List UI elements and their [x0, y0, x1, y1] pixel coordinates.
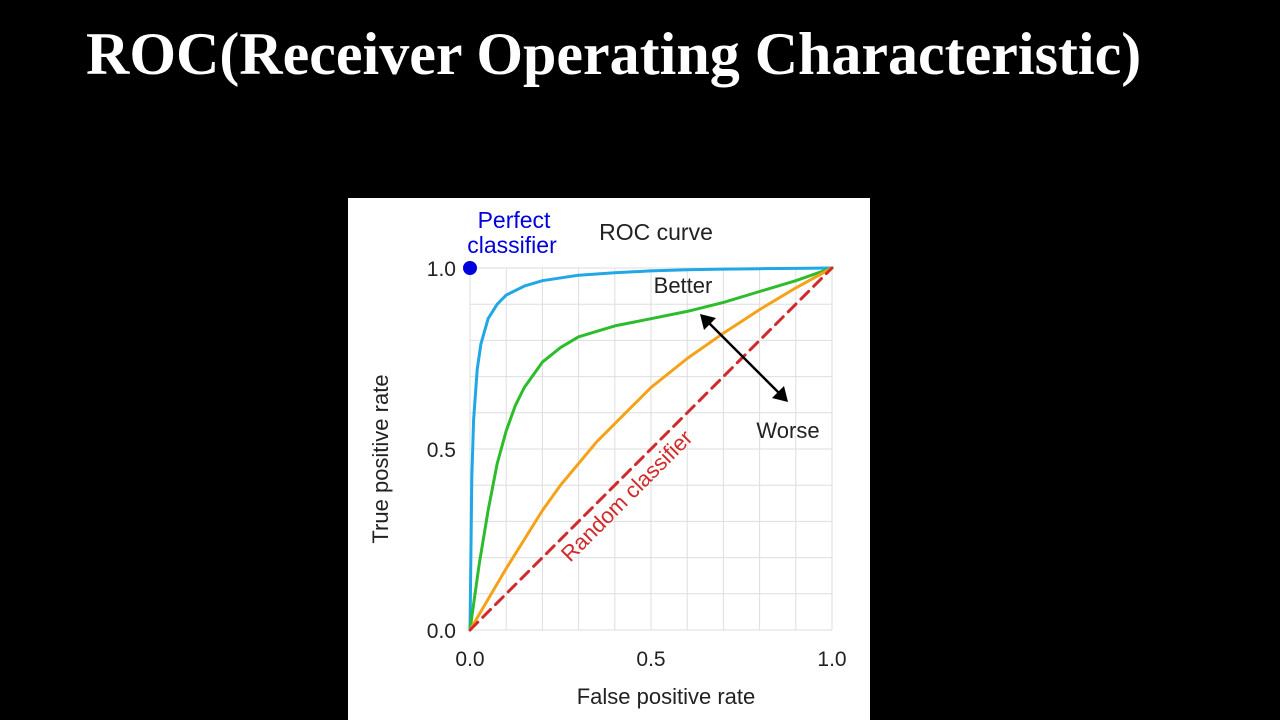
axes: 0.0 0.5 1.0 0.0 0.5 1.0 False positive rate Tru…: [368, 258, 847, 709]
chart-title: ROC curve: [599, 219, 713, 245]
y-axis-label: True positive rate: [368, 374, 393, 543]
series-line-better: [468, 266, 834, 632]
arrowhead-worse: [772, 386, 788, 402]
arrowhead-better: [700, 314, 716, 330]
perfect-label-line1: Perfect: [478, 207, 551, 233]
series-line-best: [468, 266, 834, 632]
series-layer: [463, 261, 834, 632]
perfect-classifier-point: [463, 261, 477, 275]
x-tick-label: 0.5: [636, 648, 665, 671]
x-axis-label: False positive rate: [577, 684, 756, 709]
y-tick-label: 0.0: [427, 620, 456, 643]
worse-label: Worse: [756, 418, 819, 443]
random-classifier-label: Random classifier: [556, 425, 697, 566]
slide-title: ROC(Receiver Operating Characteristic): [86, 21, 1142, 87]
series-line-random: [468, 266, 834, 632]
better-worse-arrow-shaft: [707, 321, 781, 395]
x-tick-label: 0.0: [455, 648, 484, 671]
y-tick-label: 0.5: [427, 439, 456, 462]
x-tick-label: 1.0: [817, 648, 846, 671]
perfect-label-line2: classifier: [467, 232, 557, 258]
series-line-ok: [468, 266, 834, 632]
roc-chart: 0.0 0.5 1.0 0.0 0.5 1.0 False positive rate Tru…: [368, 207, 847, 709]
y-tick-label: 1.0: [427, 258, 456, 281]
better-label: Better: [654, 273, 713, 298]
roc-chart-panel: 0.0 0.5 1.0 0.0 0.5 1.0 False positive rate Tru…: [348, 198, 870, 720]
